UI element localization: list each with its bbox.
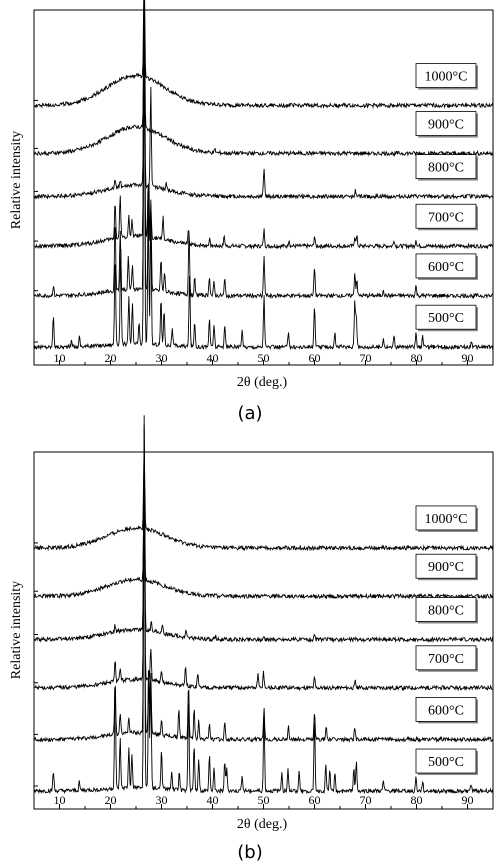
series-label: 700°C: [415, 645, 478, 672]
label-text: 700°C: [428, 652, 464, 667]
x-tick-label: 40: [207, 351, 219, 365]
x-tick-label: 60: [309, 351, 321, 365]
series-labels: 500°C 600°C 700°C 800°C 900°C 1000°C: [415, 63, 478, 332]
label-box: [415, 597, 477, 622]
x-tick-label: 60: [309, 793, 321, 807]
xrd-trace-600C: [33, 424, 494, 744]
x-axis-title: 2θ (deg.): [237, 817, 288, 832]
xrd-trace-600C: [33, 0, 494, 300]
label-text: 500°C: [428, 755, 464, 770]
label-text: 500°C: [428, 311, 464, 326]
label-text: 700°C: [428, 210, 464, 225]
label-text: 900°C: [428, 560, 464, 575]
x-axis-ticks: 10 20 30 40 50 60 70 80 90: [33, 793, 494, 809]
x-tick-label: 80: [411, 351, 423, 365]
xrd-trace-500C: [33, 455, 494, 795]
y-axis-ticks: [34, 542, 38, 787]
xrd-traces: [33, 0, 494, 351]
y-axis-ticks: [34, 99, 38, 343]
label-text: 1000°C: [425, 70, 468, 85]
series-labels: 500°C 600°C 700°C 800°C 900°C 1000°C: [415, 505, 478, 776]
label-box: [415, 253, 477, 279]
xrd-trace-900C: [33, 0, 494, 157]
series-label: 800°C: [415, 154, 478, 181]
x-axis-ticks: 10 20 30 40 50 60 70 80 90: [33, 351, 494, 365]
panel-a: 10 20 30 40 50 60 70 80 90 500°C 600°C 700°C 800°C 9…: [9, 0, 494, 424]
label-box: [415, 203, 477, 229]
series-label: 800°C: [415, 597, 478, 624]
series-label: 1000°C: [415, 63, 478, 90]
x-tick-label: 10: [54, 351, 66, 365]
panel-b: 10 20 30 40 50 60 70 80 90 500°C 600°C 700°C 800°C 9…: [9, 415, 494, 863]
x-tick-label: 50: [258, 351, 270, 365]
series-label: 1000°C: [415, 505, 478, 532]
x-tick-label: 90: [462, 351, 474, 365]
x-tick-label: 10: [54, 793, 66, 807]
label-box: [415, 111, 477, 136]
xrd-trace-700C: [33, 0, 494, 250]
x-tick-label: 20: [105, 351, 117, 365]
x-tick-label: 70: [360, 793, 372, 807]
xrd-traces: [33, 415, 494, 795]
y-axis-title: Relative intensity: [9, 131, 24, 229]
series-label: 600°C: [415, 697, 478, 724]
label-box: [415, 553, 477, 579]
xrd-trace-800C: [33, 0, 494, 200]
x-tick-label: 50: [258, 793, 270, 807]
x-tick-label: 40: [207, 793, 219, 807]
series-label: 900°C: [415, 111, 478, 138]
series-label: 600°C: [415, 253, 478, 280]
panel-label: (b): [237, 842, 262, 863]
label-box: [415, 154, 477, 180]
x-tick-label: 80: [411, 793, 423, 807]
x-axis-title: 2θ (deg.): [237, 375, 288, 390]
label-box: [415, 748, 477, 774]
xrd-trace-500C: [33, 13, 494, 351]
x-tick-label: 90: [462, 793, 474, 807]
panel-label: (a): [237, 403, 262, 424]
xrd-trace-1000C: [33, 445, 494, 552]
label-box: [415, 304, 477, 330]
label-box: [415, 63, 477, 88]
label-text: 900°C: [428, 118, 464, 133]
label-text: 800°C: [428, 161, 464, 176]
label-text: 800°C: [428, 604, 464, 619]
label-text: 1000°C: [425, 512, 468, 527]
y-axis-title: Relative intensity: [9, 581, 24, 679]
series-label: 700°C: [415, 203, 478, 231]
xrd-trace-1000C: [33, 0, 494, 109]
series-label: 900°C: [415, 553, 478, 581]
series-label: 500°C: [415, 748, 478, 776]
label-box: [415, 505, 477, 531]
x-tick-label: 70: [360, 351, 372, 365]
x-tick-label: 30: [156, 793, 168, 807]
label-box: [415, 697, 477, 722]
xrd-trace-800C: [33, 428, 494, 644]
label-text: 600°C: [428, 703, 464, 718]
label-text: 600°C: [428, 260, 464, 275]
series-label: 500°C: [415, 304, 478, 332]
x-tick-label: 30: [156, 351, 168, 365]
xrd-trace-700C: [33, 415, 494, 692]
x-tick-label: 20: [105, 793, 117, 807]
label-box: [415, 645, 477, 671]
